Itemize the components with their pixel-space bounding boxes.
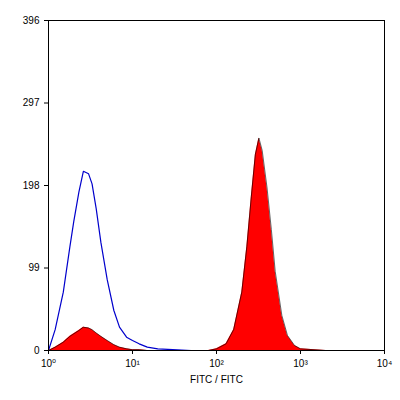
- svg-text:10¹: 10¹: [125, 358, 140, 369]
- svg-text:198: 198: [23, 180, 40, 191]
- svg-text:0: 0: [34, 345, 40, 356]
- svg-text:396: 396: [23, 15, 40, 26]
- svg-text:FITC / FITC: FITC / FITC: [190, 374, 243, 385]
- svg-text:10⁰: 10⁰: [41, 358, 56, 369]
- svg-text:10³: 10³: [293, 358, 308, 369]
- svg-text:10⁴: 10⁴: [377, 358, 392, 369]
- svg-text:10²: 10²: [209, 358, 224, 369]
- svg-text:297: 297: [23, 97, 40, 108]
- svg-text:99: 99: [28, 262, 40, 273]
